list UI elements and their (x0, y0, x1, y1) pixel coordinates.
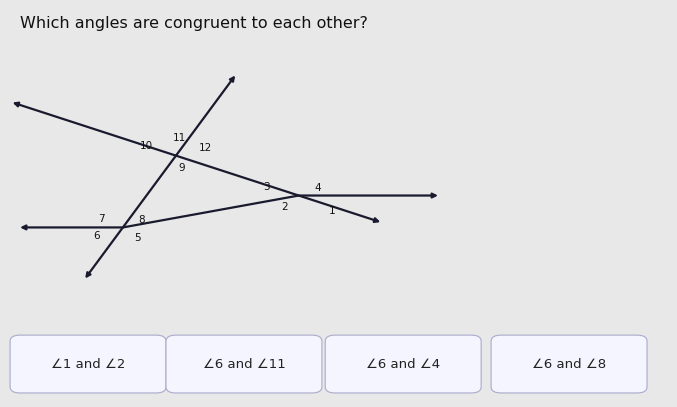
Text: 9: 9 (178, 163, 185, 173)
Text: 1: 1 (328, 206, 335, 217)
Text: ∠6 and ∠4: ∠6 and ∠4 (366, 357, 440, 370)
Text: ∠1 and ∠2: ∠1 and ∠2 (51, 357, 125, 370)
FancyBboxPatch shape (10, 335, 166, 393)
Text: 11: 11 (173, 133, 186, 143)
Text: ∠6 and ∠11: ∠6 and ∠11 (202, 357, 285, 370)
FancyBboxPatch shape (491, 335, 647, 393)
FancyBboxPatch shape (166, 335, 322, 393)
Text: 7: 7 (98, 214, 105, 224)
Text: ∠6 and ∠8: ∠6 and ∠8 (532, 357, 606, 370)
Text: Which angles are congruent to each other?: Which angles are congruent to each other… (20, 16, 368, 31)
FancyBboxPatch shape (325, 335, 481, 393)
Text: 6: 6 (93, 231, 100, 241)
Text: 3: 3 (263, 182, 270, 192)
Text: 10: 10 (139, 141, 152, 151)
Text: 2: 2 (281, 203, 288, 212)
Text: 4: 4 (314, 183, 321, 193)
Text: 5: 5 (134, 233, 141, 243)
Text: 8: 8 (138, 215, 145, 225)
Text: 12: 12 (199, 143, 213, 153)
